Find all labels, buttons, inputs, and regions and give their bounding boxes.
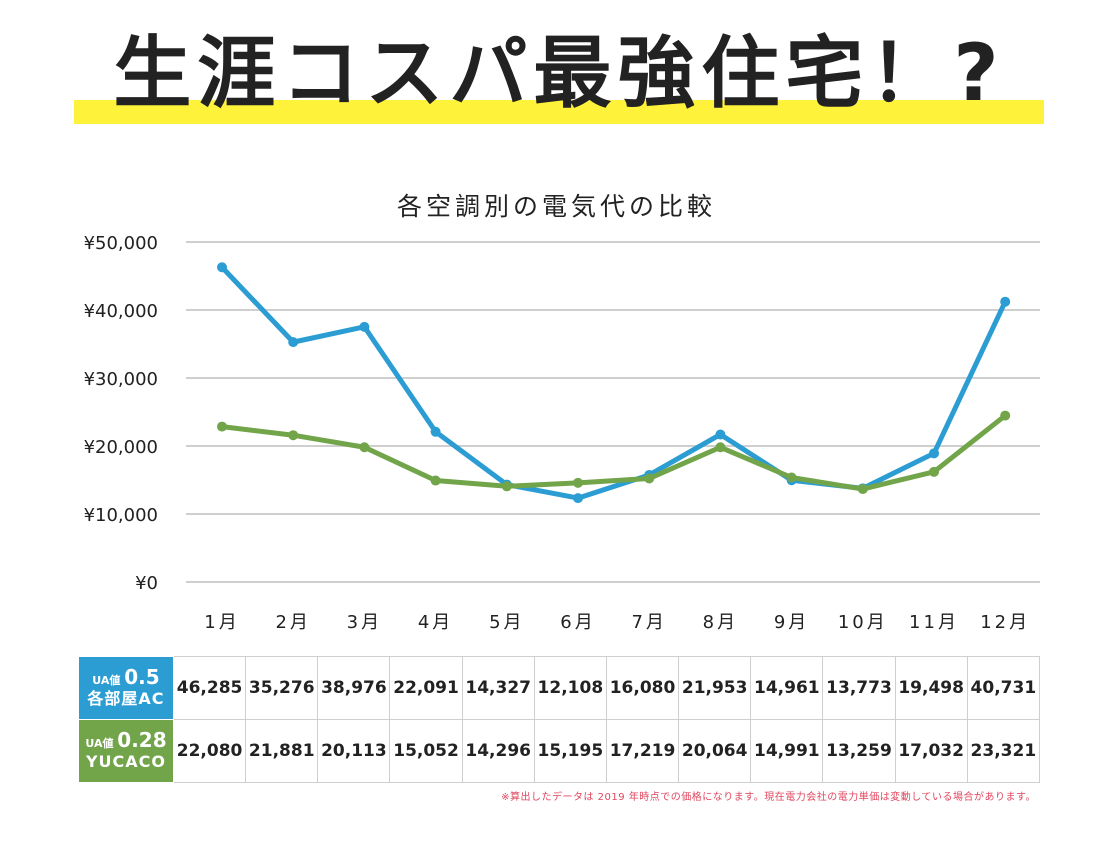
y-tick-label: ¥10,000 (84, 505, 158, 526)
x-tick-label: 3月 (347, 612, 382, 633)
x-tick-label: 5月 (489, 612, 524, 633)
row-header: UA値 0.5 各部屋AC (78, 656, 174, 720)
series-label: 各部屋AC (87, 689, 165, 708)
data-point (1000, 410, 1011, 421)
series-label: YUCACO (85, 752, 167, 771)
series-line-1 (219, 413, 1008, 492)
hero-header: 生涯コスパ最強住宅！? (0, 18, 1113, 138)
x-tick-label: 2月 (275, 612, 310, 633)
series-line-0 (219, 264, 1008, 501)
table-cell: 35,276 (245, 656, 319, 720)
x-tick-label: 8月 (703, 612, 738, 633)
table-cell: 13,259 (822, 719, 896, 783)
table-cell: 22,091 (389, 656, 463, 720)
data-point (1000, 296, 1011, 307)
x-axis-labels: 1月 2月 3月 4月 5月 6月 7月 8月 9月 10月 11月 12月 (204, 612, 1030, 633)
table-cell: 20,064 (678, 719, 752, 783)
data-point (430, 426, 441, 437)
data-point (857, 484, 868, 495)
grid-layer (186, 241, 1040, 583)
ua-line: UA値 0.5 (79, 665, 173, 690)
chart-title: 各空調別の電気代の比較 (396, 192, 716, 221)
x-tick-label: 1月 (204, 612, 239, 633)
data-point (288, 337, 299, 348)
x-tick-label: 6月 (560, 612, 595, 633)
table-cell: 21,881 (245, 719, 319, 783)
data-point (217, 421, 227, 432)
data-point (573, 493, 583, 504)
table-cell: 19,498 (894, 656, 968, 720)
title-highlight-bar (74, 100, 1044, 124)
data-point (359, 321, 370, 332)
data-point (430, 475, 441, 486)
table-cell: 14,991 (750, 719, 824, 783)
data-point (501, 481, 512, 492)
table-cell: 38,976 (317, 656, 391, 720)
data-point (573, 477, 583, 488)
table-cell: 40,731 (966, 656, 1041, 720)
x-tick-label: 4月 (418, 612, 453, 633)
data-point (786, 472, 797, 483)
ua-prefix: UA値 (85, 737, 114, 750)
x-tick-label: 7月 (631, 612, 666, 633)
data-point (288, 430, 299, 441)
ua-line: UA値 0.28 (79, 728, 173, 753)
data-point (929, 448, 939, 459)
ua-prefix: UA値 (92, 674, 121, 687)
table-cell: 21,953 (678, 656, 752, 720)
y-tick-label: ¥40,000 (84, 301, 158, 322)
y-tick-label: ¥30,000 (84, 369, 158, 390)
series-layer (217, 262, 1011, 504)
data-point (929, 466, 939, 477)
table-cell: 16,080 (605, 656, 680, 720)
table-cell: 12,108 (533, 656, 607, 720)
table-cell: 14,327 (461, 656, 535, 720)
table-cell: 23,321 (966, 719, 1041, 783)
ua-value: 0.5 (124, 665, 160, 689)
table-cell: 15,052 (389, 719, 463, 783)
data-table: UA値 0.5 各部屋AC 46,285 35,276 38,976 22,091 14,3… (78, 656, 1041, 783)
data-point (644, 473, 655, 484)
x-tick-label: 11月 (909, 612, 959, 633)
table-row: UA値 0.5 各部屋AC 46,285 35,276 38,976 22,091 14,3… (78, 656, 1041, 720)
footnote: ※算出したデータは 2019 年時点での価格になります。現在電力会社の電力単価は… (501, 792, 1036, 803)
data-point (359, 442, 370, 453)
x-tick-label: 9月 (774, 612, 809, 633)
y-tick-label: ¥0 (135, 573, 158, 594)
table-cell: 14,961 (750, 656, 824, 720)
y-axis-labels: ¥0 ¥10,000 ¥20,000 ¥30,000 ¥40,000 ¥50,000 (84, 233, 158, 594)
y-tick-label: ¥50,000 (84, 233, 158, 254)
x-tick-label: 12月 (980, 612, 1030, 633)
table-cell: 20,113 (317, 719, 391, 783)
data-point (715, 442, 726, 453)
y-tick-label: ¥20,000 (84, 437, 158, 458)
table-cell: 17,219 (605, 719, 680, 783)
table-cell: 13,773 (822, 656, 896, 720)
table-cell: 22,080 (172, 719, 247, 783)
row-header: UA値 0.28 YUCACO (78, 719, 174, 783)
x-tick-label: 10月 (838, 612, 888, 633)
table-cell: 17,032 (894, 719, 968, 783)
ua-value: 0.28 (117, 728, 167, 752)
table-cell: 14,296 (461, 719, 535, 783)
data-point (715, 429, 726, 440)
data-point (217, 262, 227, 273)
table-row: UA値 0.28 YUCACO 22,080 21,881 20,113 15,052 14… (78, 719, 1041, 783)
page-title: 生涯コスパ最強住宅！? (113, 29, 1005, 119)
table-cell: 46,285 (172, 656, 247, 720)
table-cell: 15,195 (533, 719, 607, 783)
